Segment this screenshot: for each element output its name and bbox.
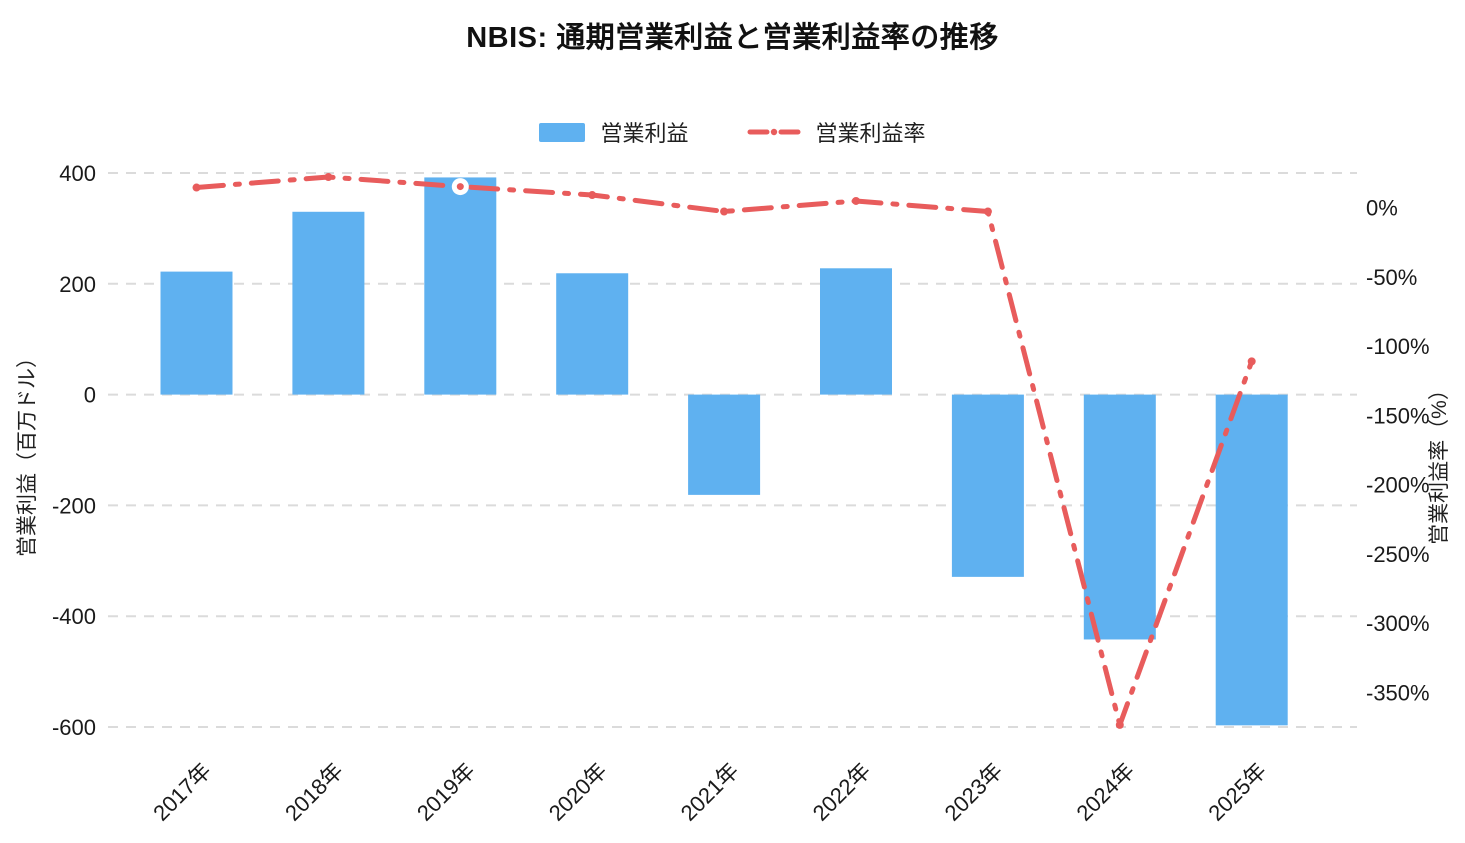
x-tick-2023年: 2023年 — [940, 758, 1008, 826]
bar-2021年[interactable] — [688, 394, 761, 495]
x-tick-2022年: 2022年 — [808, 758, 876, 826]
legend-line-swatch — [747, 128, 800, 136]
right-y-tick-0: 0% — [1366, 196, 1398, 221]
legend: 営業利益 営業利益率 — [0, 116, 1465, 148]
point-2021年[interactable] — [720, 207, 729, 216]
x-tick-2019年: 2019年 — [412, 758, 480, 826]
legend-label-operating-margin: 営業利益率 — [815, 121, 926, 146]
x-tick-2025年: 2025年 — [1203, 758, 1271, 826]
bar-2024年[interactable] — [1083, 394, 1156, 640]
right-y-tick--200: -200% — [1366, 473, 1430, 498]
bar-2018年[interactable] — [292, 211, 365, 395]
right-y-tick--100: -100% — [1366, 334, 1430, 359]
legend-label-operating-profit: 営業利益 — [600, 121, 689, 146]
x-tick-2017年: 2017年 — [148, 758, 216, 826]
point-2022年[interactable] — [852, 196, 860, 205]
point-2017年[interactable] — [192, 183, 201, 192]
right-y-tick--150: -150% — [1366, 403, 1430, 428]
point-2024年[interactable] — [1115, 720, 1124, 729]
left-y-tick--600: -600 — [52, 715, 96, 740]
bar-2020年[interactable] — [556, 273, 629, 395]
left-y-tick-400: 400 — [59, 161, 96, 186]
right-y-tick--300: -300% — [1366, 611, 1430, 636]
x-tick-2018年: 2018年 — [280, 758, 348, 826]
legend-item-operating-margin[interactable]: 営業利益率 — [747, 116, 926, 148]
left-y-tick--200: -200 — [52, 493, 96, 518]
bar-2023年[interactable] — [951, 394, 1024, 577]
left-y-tick-200: 200 — [59, 272, 96, 297]
left-y-tick-0: 0 — [84, 383, 96, 408]
right-y-tick--250: -250% — [1366, 542, 1430, 567]
right-y-tick--350: -350% — [1366, 680, 1430, 705]
point-2020年[interactable] — [588, 191, 597, 200]
point-2025年[interactable] — [1247, 357, 1256, 366]
x-tick-2020年: 2020年 — [544, 758, 612, 826]
x-tick-2021年: 2021年 — [676, 758, 744, 826]
bar-2019年[interactable] — [424, 177, 497, 395]
legend-bar-swatch — [539, 122, 586, 142]
bar-2017年[interactable] — [160, 271, 233, 395]
bar-2022年[interactable] — [820, 268, 892, 395]
point-2018年[interactable] — [324, 173, 333, 182]
left-y-tick--400: -400 — [52, 604, 96, 629]
legend-item-operating-profit[interactable]: 営業利益 — [539, 116, 689, 148]
bar-2025年[interactable] — [1215, 394, 1288, 726]
point-2019年[interactable] — [456, 183, 464, 191]
right-y-tick--50: -50% — [1366, 265, 1417, 290]
margin-line[interactable] — [194, 174, 1255, 728]
x-tick-2024年: 2024年 — [1071, 758, 1139, 826]
chart-title: NBIS: 通期営業利益と営業利益率の推移 — [466, 22, 999, 54]
point-2023年[interactable] — [983, 207, 992, 216]
